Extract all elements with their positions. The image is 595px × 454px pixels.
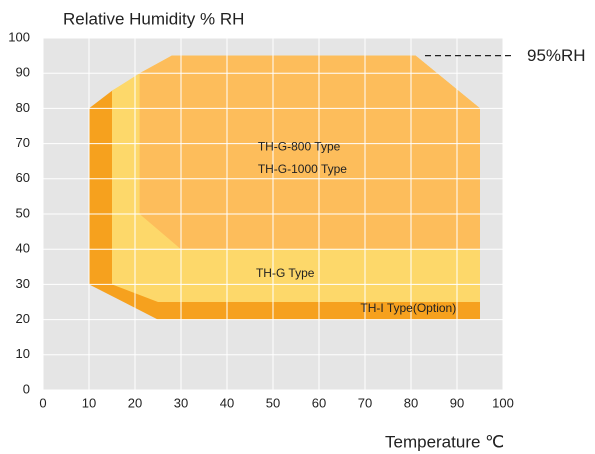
annotation-label: 95%RH [527,46,586,65]
x-tick-label: 90 [450,395,464,410]
y-tick-label: 80 [16,100,30,115]
x-tick-label: 100 [492,395,514,410]
region-label: TH-I Type(Option) [360,301,456,315]
region-area [139,55,480,250]
y-tick-label: 0 [23,381,30,396]
x-tick-label: 80 [404,395,418,410]
region-label: TH-G-800 Type [258,139,341,153]
x-tick-label: 60 [312,395,326,410]
x-tick-label: 50 [266,395,280,410]
y-tick-label: 50 [16,205,30,220]
y-axis-title: Relative Humidity % RH [63,9,244,28]
y-tick-label: 90 [16,65,30,80]
y-tick-label: 40 [16,241,30,256]
y-tick-label: 30 [16,276,30,291]
x-tick-label: 30 [174,395,188,410]
region-label: TH-G-1000 Type [258,162,347,176]
x-tick-label: 0 [39,395,46,410]
x-tick-label: 40 [220,395,234,410]
y-tick-label: 60 [16,170,30,185]
y-tick-label: 70 [16,135,30,150]
x-axis-title: Temperature ℃ [385,432,504,451]
y-tick-label: 20 [16,311,30,326]
x-tick-label: 10 [82,395,96,410]
x-tick-label: 70 [358,395,372,410]
y-tick-label: 10 [16,346,30,361]
y-tick-label: 100 [8,29,30,44]
x-tick-label: 20 [128,395,142,410]
region-label: TH-G Type [256,266,315,280]
